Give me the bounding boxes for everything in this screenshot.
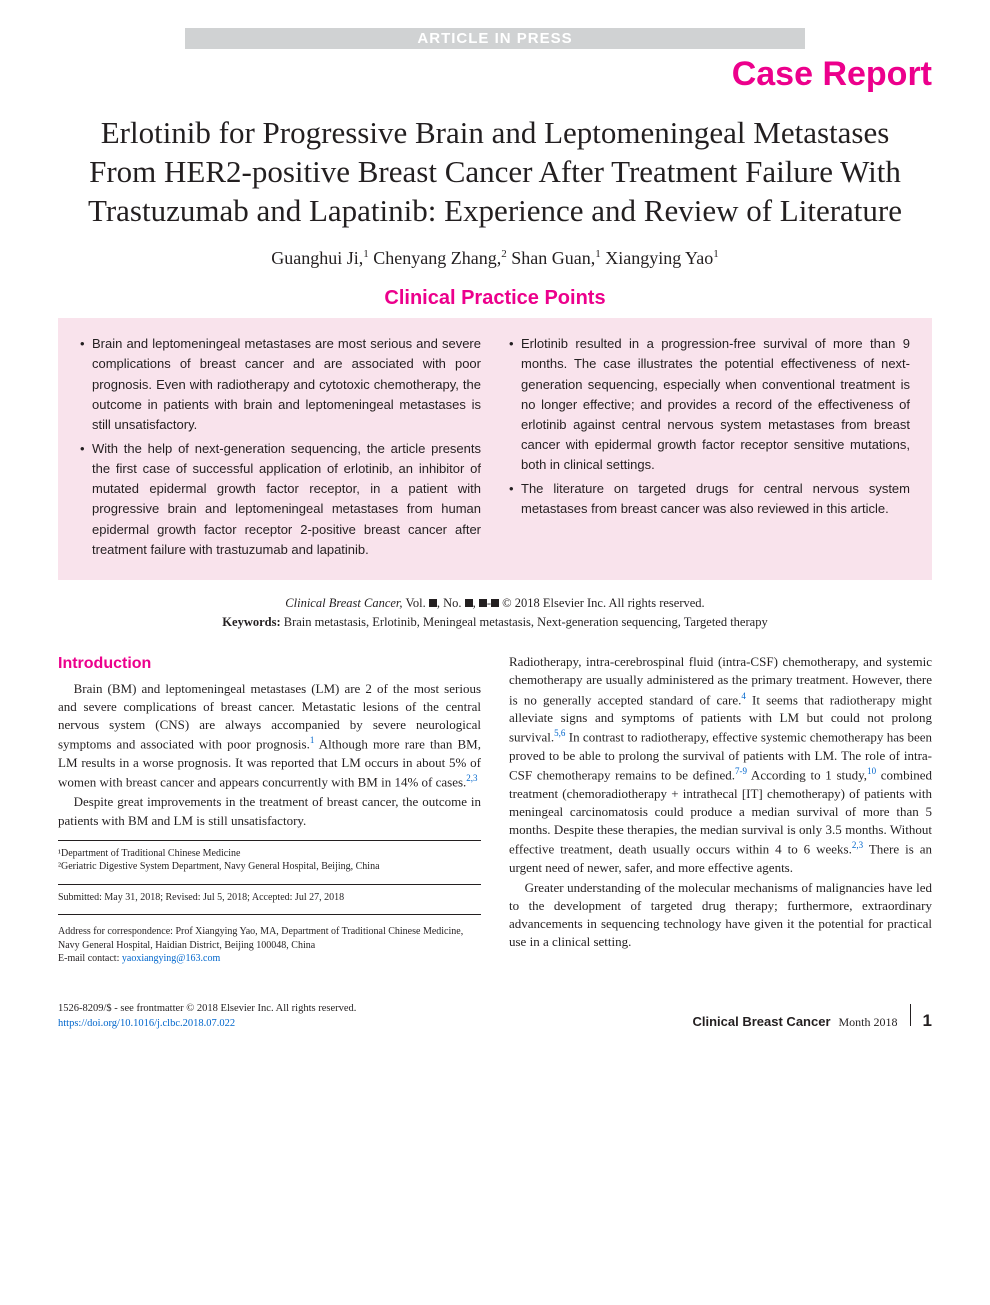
- introduction-heading: Introduction: [58, 653, 481, 675]
- footer-issn: 1526-8209/$ - see frontmatter © 2018 Els…: [58, 1002, 356, 1017]
- affil-1: ¹Department of Traditional Chinese Medic…: [58, 847, 481, 861]
- divider: [58, 884, 481, 885]
- journal-vol: Vol. , No. , -: [403, 596, 503, 610]
- intro-para: Radiotherapy, intra-cerebrospinal fluid …: [509, 653, 932, 877]
- ref-link[interactable]: 5,6: [554, 728, 565, 738]
- ref-link[interactable]: 10: [867, 766, 876, 776]
- cpp-right-column: Erlotinib resulted in a progression-free…: [509, 334, 910, 564]
- journal-name-italic: Clinical Breast Cancer,: [285, 596, 402, 610]
- ref-link[interactable]: 2,3: [852, 840, 863, 850]
- body-columns: Introduction Brain (BM) and leptomeninge…: [58, 653, 932, 966]
- cpp-heading: Clinical Practice Points: [58, 287, 932, 310]
- affil-2: ²Geriatric Digestive System Department, …: [58, 860, 481, 874]
- authors-line: Guanghui Ji,1 Chenyang Zhang,2 Shan Guan…: [58, 248, 932, 269]
- page-footer: 1526-8209/$ - see frontmatter © 2018 Els…: [58, 1002, 932, 1031]
- keywords-list: Brain metastasis, Erlotinib, Meningeal m…: [284, 615, 768, 629]
- email-label: E-mail contact:: [58, 953, 122, 964]
- corr-email-link[interactable]: yaoxiangying@163.com: [122, 953, 220, 964]
- author-4: Xiangying Yao1: [605, 248, 719, 268]
- author-2: Chenyang Zhang,2: [373, 248, 506, 268]
- doi-link[interactable]: https://doi.org/10.1016/j.clbc.2018.07.0…: [58, 1018, 235, 1029]
- cpp-bullet: The literature on targeted drugs for cen…: [509, 479, 910, 519]
- article-title: Erlotinib for Progressive Brain and Lept…: [68, 114, 922, 230]
- cpp-bullet: Brain and leptomeningeal metastases are …: [80, 334, 481, 435]
- footer-divider: [910, 1004, 911, 1026]
- copyright: © 2018 Elsevier Inc. All rights reserved…: [502, 596, 705, 610]
- cpp-bullet: With the help of next-generation sequenc…: [80, 439, 481, 560]
- affiliations: ¹Department of Traditional Chinese Medic…: [58, 847, 481, 874]
- footer-page-number: 1: [923, 1011, 932, 1031]
- ref-link[interactable]: 2,3: [466, 773, 477, 783]
- ref-link[interactable]: 1: [310, 735, 315, 745]
- clinical-practice-points-box: Brain and leptomeningeal metastases are …: [58, 318, 932, 580]
- footer-journal-name: Clinical Breast Cancer: [693, 1014, 831, 1029]
- author-3: Shan Guan,1: [511, 248, 601, 268]
- ref-link[interactable]: 4: [741, 691, 746, 701]
- article-in-press-banner: ARTICLE IN PRESS: [185, 28, 805, 49]
- corr-address: Address for correspondence: Prof Xiangyi…: [58, 925, 481, 952]
- cpp-bullet: Erlotinib resulted in a progression-free…: [509, 334, 910, 475]
- footer-left: 1526-8209/$ - see frontmatter © 2018 Els…: [58, 1002, 356, 1031]
- left-column: Introduction Brain (BM) and leptomeninge…: [58, 653, 481, 966]
- journal-citation: Clinical Breast Cancer, Vol. , No. , - ©…: [58, 594, 932, 632]
- page: ARTICLE IN PRESS Case Report Erlotinib f…: [0, 0, 990, 1071]
- cpp-left-column: Brain and leptomeningeal metastases are …: [80, 334, 481, 564]
- ref-link[interactable]: 7-9: [735, 766, 747, 776]
- divider: [58, 914, 481, 915]
- case-report-label: Case Report: [58, 55, 932, 94]
- submitted-dates: Submitted: May 31, 2018; Revised: Jul 5,…: [58, 891, 481, 905]
- intro-para: Despite great improvements in the treatm…: [58, 793, 481, 829]
- intro-para: Greater understanding of the molecular m…: [509, 879, 932, 952]
- intro-para: Brain (BM) and leptomeningeal metastases…: [58, 680, 481, 792]
- right-column: Radiotherapy, intra-cerebrospinal fluid …: [509, 653, 932, 966]
- author-1: Guanghui Ji,1: [271, 248, 369, 268]
- footer-right: Clinical Breast Cancer Month 2018 1: [693, 1004, 933, 1031]
- divider: [58, 840, 481, 841]
- correspondence: Address for correspondence: Prof Xiangyi…: [58, 925, 481, 966]
- footer-date: Month 2018: [839, 1015, 898, 1030]
- keywords-label: Keywords:: [222, 615, 280, 629]
